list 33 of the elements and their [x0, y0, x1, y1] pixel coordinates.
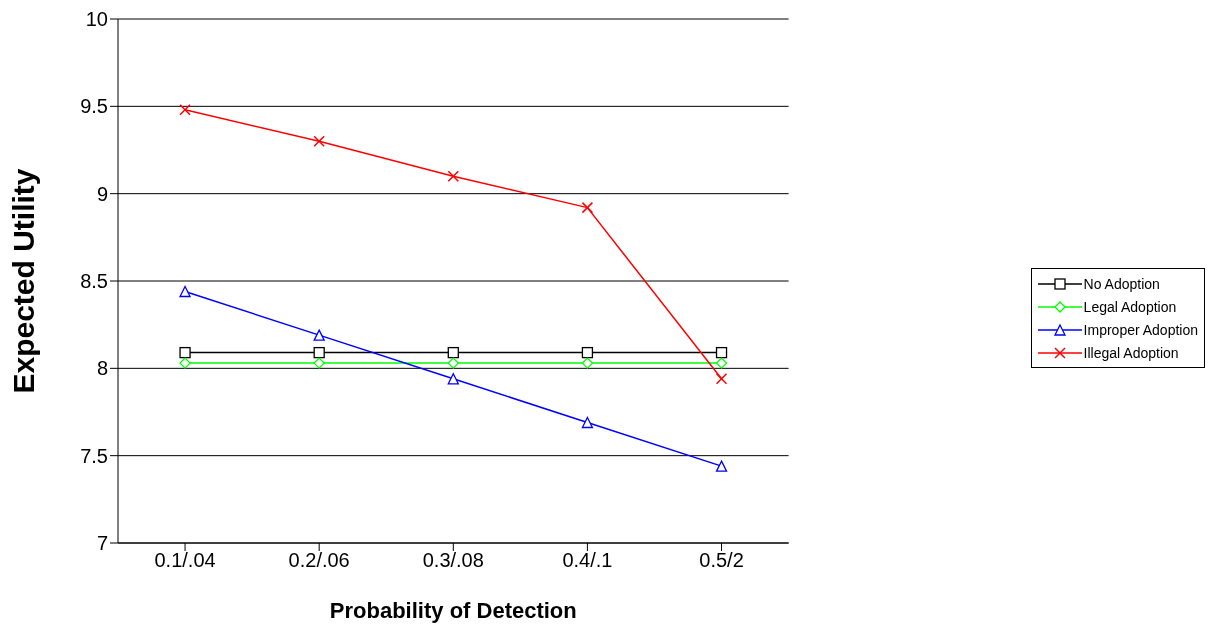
y-tick-label: 10: [85, 8, 108, 31]
y-tick-label: 8: [96, 357, 108, 380]
y-axis-title: Expected Utility: [6, 168, 40, 394]
legend-label: No Adoption: [1083, 275, 1160, 292]
point: [447, 346, 459, 359]
point: [447, 373, 459, 385]
point: [313, 357, 325, 369]
point: [313, 329, 325, 341]
point: [179, 357, 191, 369]
y-tick-label: 7.5: [80, 444, 108, 467]
y-tick-label: 9: [96, 182, 108, 205]
y-tick-label: 7: [96, 532, 108, 555]
point: [715, 346, 728, 359]
point: [179, 285, 191, 298]
legend-label: Improper Adoption: [1083, 321, 1198, 338]
point: [581, 416, 594, 429]
point: [715, 460, 728, 472]
x-tick-label: 0.4/.1: [562, 549, 613, 572]
point: [715, 357, 728, 369]
point: [581, 346, 594, 359]
point: [313, 346, 325, 359]
legend-label: Illegal Adoption: [1083, 344, 1179, 361]
point: [447, 357, 459, 369]
y-tick-label: 8.5: [80, 270, 108, 293]
x-tick-label: 0.1/.04: [154, 549, 216, 572]
x-tick-label: 0.2/.06: [288, 549, 350, 572]
y-tick-label: 9.5: [80, 95, 108, 118]
x-tick-label: 0.3/.08: [422, 549, 484, 572]
x-axis-title: Probability of Detection: [329, 598, 577, 623]
point: [179, 346, 191, 359]
x-tick-label: 0.5/2: [699, 549, 744, 572]
point: [581, 357, 594, 369]
legend-label: Legal Adoption: [1083, 298, 1177, 315]
